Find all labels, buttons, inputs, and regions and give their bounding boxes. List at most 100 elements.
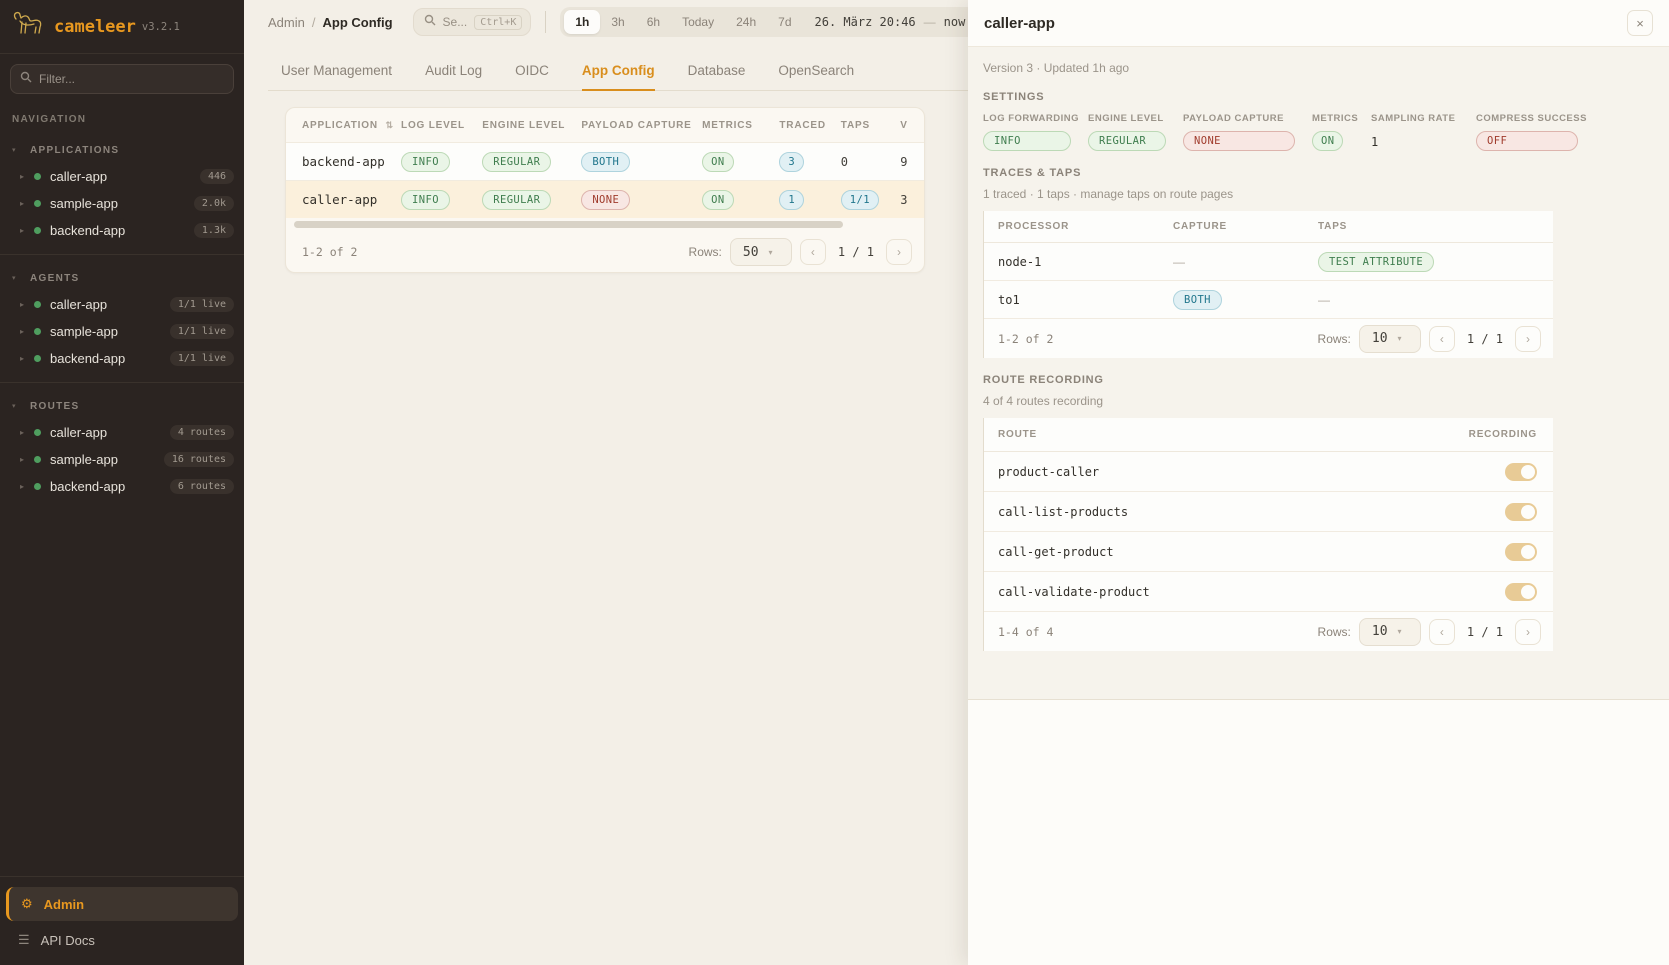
sidebar-item-routes-sample-app[interactable]: ▸ sample-app 16 routes [0,446,244,473]
section-header-agents[interactable]: ▾ AGENTS [0,265,244,291]
item-label: backend-app [50,223,126,238]
section-header-routes[interactable]: ▾ ROUTES [0,393,244,419]
time-range-6h[interactable]: 6h [646,15,661,29]
close-icon[interactable]: × [1627,10,1653,36]
traces-subtitle: 1 traced · 1 taps · manage taps on route… [983,187,1234,201]
table-footer: 1-2 of 2 Rows: 50 ▾ ‹ 1 / 1 › [286,232,924,272]
chevron-right-icon: ▸ [20,300,25,309]
scrollbar-thumb[interactable] [294,221,844,228]
chevron-down-icon: ▾ [1397,627,1402,636]
column-header-engine-level[interactable]: ENGINE LEVEL [482,119,566,131]
payload-capture-value[interactable]: NONE [1183,131,1295,151]
time-range-1h[interactable]: 1h [564,10,601,34]
sidebar-item-applications-backend-app[interactable]: ▸ backend-app 1.3k [0,217,244,244]
chevron-down-icon: ▾ [12,147,16,154]
traced-badge: 3 [779,151,805,172]
time-range-today[interactable]: Today [682,15,715,29]
search-icon [20,70,32,88]
global-search-input[interactable]: Se... Ctrl+K [412,8,532,36]
horizontal-scrollbar[interactable] [294,221,918,229]
engine-level-badge: REGULAR [482,189,552,210]
next-page-button[interactable]: › [1515,325,1541,352]
sidebar-item-routes-caller-app[interactable]: ▸ caller-app 4 routes [0,419,244,446]
gear-icon: ⚙ [21,896,33,911]
breadcrumb-parent[interactable]: Admin [268,14,305,30]
sidebar-item-applications-sample-app[interactable]: ▸ sample-app 2.0k [0,190,244,217]
item-label: sample-app [50,196,118,211]
chevron-right-icon: ▸ [20,327,25,336]
route-row-product-caller: product-caller [984,452,1553,492]
sidebar-item-applications-caller-app[interactable]: ▸ caller-app 446 [0,163,244,190]
tab-app-config[interactable]: App Config [581,54,655,91]
rows-per-page-select[interactable]: 50 ▾ [729,238,792,266]
tab-audit-log[interactable]: Audit Log [425,63,483,78]
engine-level-value[interactable]: REGULAR [1088,131,1166,151]
field-label: ENGINE LEVEL [1088,113,1164,124]
field-label: COMPRESS SUCCESS [1476,113,1587,124]
route-row-call-validate-product: call-validate-product [984,572,1553,612]
field-sampling-rate: SAMPLING RATE 1 [1371,113,1459,151]
sidebar-item-api-docs[interactable]: ☰ API Docs [0,925,244,955]
sidebar-item-agents-backend-app[interactable]: ▸ backend-app 1/1 live [0,345,244,372]
previous-page-button[interactable]: ‹ [799,239,826,265]
column-header-traced[interactable]: TRACED [779,119,826,131]
metrics-value[interactable]: ON [1312,131,1344,151]
trace-row-node-1[interactable]: node-1 — TEST ATTRIBUTE [984,243,1553,281]
column-header-application[interactable]: APPLICATION ⇅ [302,119,394,131]
previous-page-button[interactable]: ‹ [1428,325,1455,352]
sidebar-item-agents-caller-app[interactable]: ▸ caller-app 1/1 live [0,291,244,318]
column-header-payload-capture[interactable]: PAYLOAD CAPTURE [581,119,692,131]
next-page-button[interactable]: › [1515,618,1541,645]
next-page-button[interactable]: › [886,239,912,265]
log-forwarding-value[interactable]: INFO [983,131,1071,151]
column-header-capture: CAPTURE [1173,221,1227,232]
time-end-value[interactable]: now [943,15,966,29]
column-header-metrics[interactable]: METRICS [702,119,753,131]
recording-toggle[interactable] [1505,582,1537,601]
trace-row-to1[interactable]: to1 BOTH — [984,281,1553,319]
tab-database[interactable]: Database [687,63,746,78]
filter-placeholder: Filter... [39,72,76,86]
recording-toggle[interactable] [1505,542,1537,561]
tab-opensearch[interactable]: OpenSearch [778,63,855,78]
time-range-3h[interactable]: 3h [611,15,625,29]
chevron-right-icon: ▸ [20,199,25,208]
column-header-taps[interactable]: TAPS [840,119,870,131]
sidebar-item-routes-backend-app[interactable]: ▸ backend-app 6 routes [0,473,244,500]
tab-user-management[interactable]: User Management [281,63,393,78]
compress-success-value[interactable]: OFF [1476,131,1578,151]
column-header-processor: PROCESSOR [998,221,1070,232]
sidebar-filter-input[interactable]: Filter... [10,64,234,94]
brand-version: v3.2.1 [141,20,180,33]
sidebar-item-agents-sample-app[interactable]: ▸ sample-app 1/1 live [0,318,244,345]
sidebar-section-routes: ▾ ROUTES ▸ caller-app 4 routes ▸ sample-… [0,382,244,510]
row-range-text: 1-2 of 2 [998,331,1054,346]
sidebar-section-applications: ▾ APPLICATIONS ▸ caller-app 446 ▸ sample… [0,127,244,254]
traces-header-row: PROCESSOR CAPTURE TAPS [984,211,1553,243]
route-name: product-caller [998,464,1100,479]
recording-toggle[interactable] [1505,502,1537,521]
table-row-caller-app[interactable]: caller-app INFO REGULAR NONE ON 1 1/1 3 [286,180,924,218]
page-indicator: 1 / 1 [837,245,874,259]
nav-section-label: NAVIGATION [12,114,87,125]
column-header-version[interactable]: V [900,119,908,131]
previous-page-button[interactable]: ‹ [1428,618,1455,645]
time-start-value[interactable]: 26. März 20:46 [814,15,916,29]
rows-per-page-select[interactable]: 10 ▾ [1358,324,1421,353]
camel-logo-icon [12,9,46,44]
section-header-applications[interactable]: ▾ APPLICATIONS [0,137,244,163]
field-label: PAYLOAD CAPTURE [1183,113,1284,124]
sidebar-item-admin[interactable]: ⚙ Admin [6,887,238,921]
version-value: 3 [900,192,908,207]
table-row-backend-app[interactable]: backend-app INFO REGULAR BOTH ON 3 0 9 [286,142,924,180]
tab-oidc[interactable]: OIDC [515,63,549,78]
rows-per-page-select[interactable]: 10 ▾ [1358,617,1421,646]
time-range-7d[interactable]: 7d [778,15,792,29]
rows-per-page-value: 50 [742,244,759,260]
item-label: sample-app [50,452,118,467]
detail-panel-caller-app: caller-app × Version 3 · Updated 1h ago … [968,0,1669,965]
count-badge: 446 [199,169,234,184]
time-range-24h[interactable]: 24h [736,15,757,29]
column-header-log-level[interactable]: LOG LEVEL [401,119,465,131]
recording-toggle[interactable] [1505,462,1537,481]
